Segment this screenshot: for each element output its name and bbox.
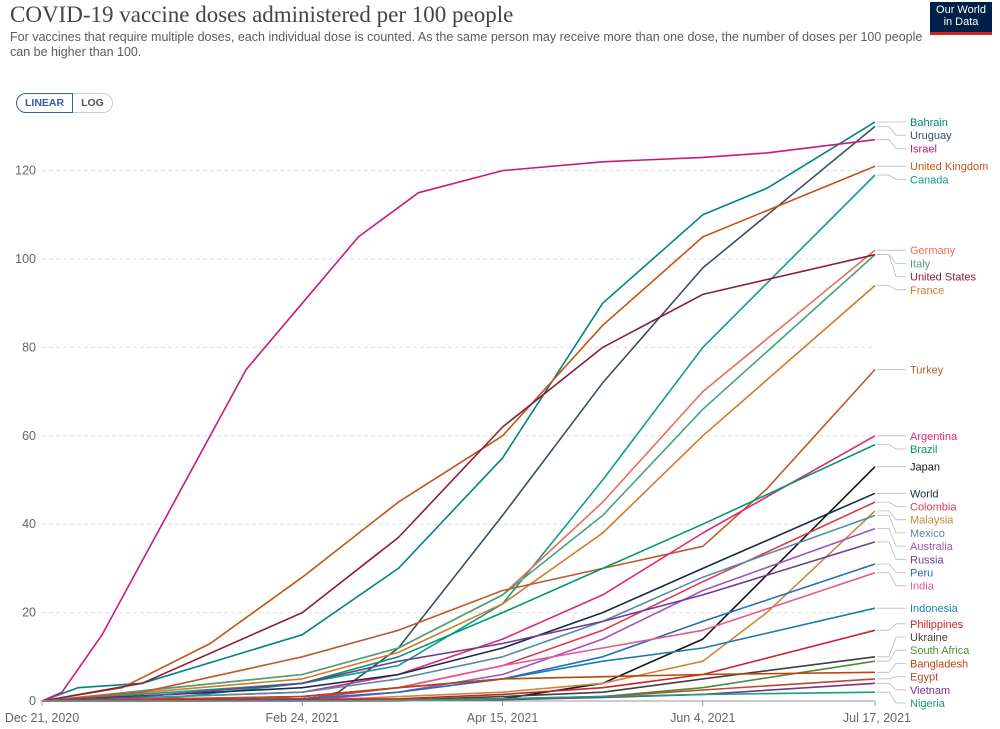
log-scale-button[interactable]: LOG (73, 93, 113, 113)
y-tick-label: 40 (22, 517, 36, 531)
series-label[interactable]: Argentina (910, 431, 958, 443)
label-connector (877, 510, 906, 521)
label-connector (877, 139, 906, 149)
series-label[interactable]: India (910, 581, 935, 593)
series-label[interactable]: Germany (910, 245, 956, 257)
our-world-in-data-logo[interactable]: Our World in Data (930, 2, 992, 35)
gridlines (42, 170, 875, 702)
series-label[interactable]: United Kingdom (910, 161, 988, 173)
label-connector (877, 623, 906, 631)
label-connector (877, 444, 906, 450)
label-connector (877, 636, 906, 658)
series-line[interactable] (41, 671, 876, 702)
label-connector (877, 515, 906, 534)
label-connector (877, 572, 906, 587)
y-tick-label: 120 (15, 164, 36, 178)
series-line[interactable] (41, 435, 876, 702)
series-label[interactable]: Philippines (910, 619, 964, 631)
logo-line-2: in Data (943, 16, 979, 28)
series-label[interactable]: South Africa (910, 645, 970, 657)
chart-subtitle: For vaccines that require multiple doses… (10, 30, 925, 60)
series-lines (41, 121, 876, 702)
series-label[interactable]: Peru (910, 567, 933, 579)
series-label[interactable]: Ukraine (910, 632, 948, 644)
label-connector (877, 649, 906, 662)
subtitle-line-1: For vaccines that require multiple doses… (10, 30, 923, 44)
label-connector (877, 285, 906, 291)
series-label[interactable]: Japan (910, 462, 940, 474)
series-label[interactable]: World (910, 488, 939, 500)
series-label[interactable]: Bangladesh (910, 658, 968, 670)
series-label[interactable]: Brazil (910, 444, 938, 456)
label-connector (877, 501, 906, 507)
series-label[interactable]: Vietnam (910, 685, 950, 697)
series-label[interactable]: United States (910, 272, 977, 284)
y-tick-label: 60 (22, 429, 36, 443)
y-tick-label: 100 (15, 252, 36, 266)
series-label[interactable]: Mexico (910, 528, 945, 540)
chart-title: COVID-19 vaccine doses administered per … (10, 2, 514, 27)
series-label[interactable]: Nigeria (910, 698, 946, 710)
x-tick-label: Jul 17, 2021 (843, 711, 911, 725)
series-line[interactable] (41, 629, 876, 702)
series-label[interactable]: Israel (910, 143, 937, 155)
label-connector (877, 126, 906, 136)
label-connector (877, 254, 906, 277)
series-label[interactable]: Canada (910, 174, 949, 186)
label-connector (877, 663, 906, 673)
series-line[interactable] (41, 254, 876, 702)
series-label[interactable]: Bahrain (910, 117, 948, 129)
series-label[interactable]: Malaysia (910, 515, 954, 527)
label-connector (877, 563, 906, 573)
series-line[interactable] (41, 501, 876, 702)
subtitle-line-2: can be higher than 100. (10, 45, 142, 59)
series-line[interactable] (41, 249, 876, 702)
series-line[interactable] (41, 514, 876, 702)
series-label[interactable]: France (910, 285, 944, 297)
series-line[interactable] (41, 121, 876, 702)
series-label[interactable]: Egypt (910, 672, 938, 684)
series-label[interactable]: Indonesia (910, 603, 959, 615)
linear-scale-button[interactable]: LINEAR (16, 93, 74, 113)
x-tick-label: Apr 15, 2021 (467, 711, 539, 725)
series-line[interactable] (41, 541, 876, 702)
label-connector (877, 682, 906, 691)
series-label[interactable]: Italy (910, 258, 931, 270)
axes: 0 20 40 60 80 100 120 Dec 21, 2020 Feb 24, 2021 A… (5, 164, 911, 725)
logo-line-1: Our World (936, 4, 986, 16)
series-line[interactable] (41, 138, 876, 702)
series-label[interactable]: Australia (910, 541, 954, 553)
x-tick-label: Feb 24, 2021 (265, 711, 339, 725)
series-label[interactable]: Russia (910, 554, 945, 566)
label-connector (877, 691, 906, 704)
scale-toggle: LINEAR LOG (16, 93, 113, 113)
series-label[interactable]: Uruguay (910, 130, 952, 142)
series-line[interactable] (41, 284, 876, 702)
y-tick-label: 80 (22, 340, 36, 354)
series-line[interactable] (41, 492, 876, 702)
series-label[interactable]: Colombia (910, 501, 957, 513)
series-label[interactable]: Turkey (910, 365, 944, 377)
label-connector (877, 676, 906, 680)
label-connector (877, 541, 906, 560)
y-tick-label: 20 (22, 606, 36, 620)
series-line[interactable] (41, 165, 876, 702)
y-tick-label: 0 (29, 694, 36, 708)
x-tick-label: Dec 21, 2020 (5, 711, 79, 725)
series-line[interactable] (41, 174, 876, 702)
x-tick-label: Jun 4, 2021 (670, 711, 735, 725)
label-connector (877, 528, 906, 547)
label-connector (877, 174, 906, 180)
series-line[interactable] (41, 253, 876, 702)
